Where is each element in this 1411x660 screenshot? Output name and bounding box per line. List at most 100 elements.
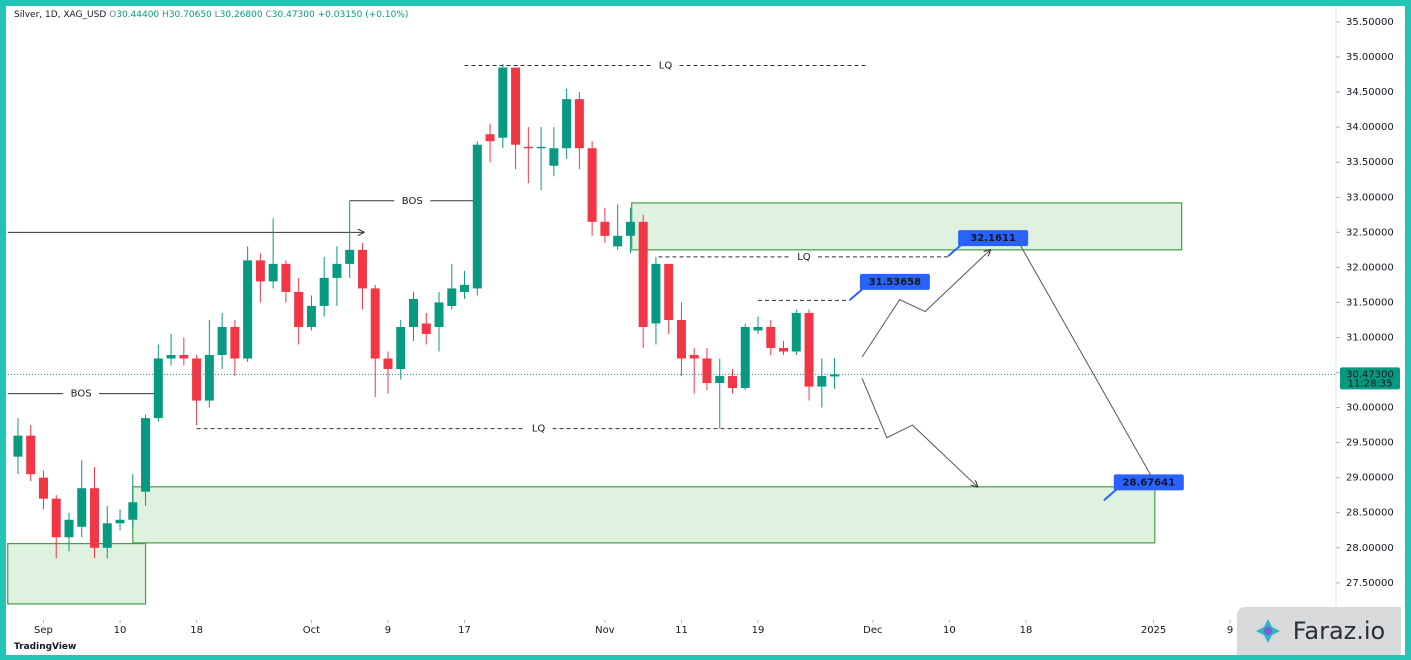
candle-body [460,284,470,292]
price-label-box [859,273,930,290]
zone [7,542,147,605]
x-tick-label: 17 [458,625,471,636]
canvas [6,6,1405,655]
candle-body [472,144,482,289]
candle-body [651,263,661,324]
candle-body [511,67,521,145]
candle-body [421,323,431,334]
candle-body [319,277,329,306]
candle-body [498,67,508,138]
price-label: 28.67641 [1123,477,1176,488]
price-label: 32.1611 [970,233,1016,244]
candle-body [485,134,495,142]
candle-body [64,519,74,538]
candle-body [396,326,406,370]
projection-path [1015,236,1158,487]
candle-body [383,358,393,370]
x-tick-label: 9 [1227,625,1233,636]
candle-body [804,312,814,387]
candle-body [613,235,623,247]
candle-body [306,305,316,327]
zone [631,202,1183,251]
watermark-text: Faraz.io [1292,617,1386,645]
candle-body [791,312,801,352]
ohlc-value: 30.47300 [271,10,315,20]
price-label-pointer [947,243,963,257]
candle-body [166,355,176,359]
candle-body [141,418,151,492]
y-tick-label: 33.00000 [1346,192,1394,203]
candle-body [230,326,240,359]
y-tick-label: 31.00000 [1346,332,1394,343]
candle-body [434,302,444,327]
candle-body [51,498,61,538]
y-tick-label: 35.50000 [1346,17,1394,28]
candle-body [13,435,23,457]
ohlc-key: L [214,10,220,20]
candle-body [153,358,163,419]
candle-body [255,260,265,282]
candle-body [115,519,125,524]
ohlc-key: O [109,10,117,20]
candle-body [562,99,572,149]
candle-body [345,249,355,264]
x-tick-label: 9 [385,625,391,636]
candle-body [689,355,699,359]
candle-body [332,263,342,278]
candle-body [268,263,278,282]
brand: TradingView [14,642,77,652]
zone [132,486,1156,544]
candle-body [523,146,533,149]
x-tick-label: Dec [863,625,882,636]
level-label: BOS [71,389,92,400]
current-price-box [1340,367,1400,390]
candle-body [740,326,750,388]
current-price-label: 30.47300 [1346,369,1394,380]
candle-body [574,99,584,149]
y-tick-label: 28.00000 [1346,543,1394,554]
watermark-icon [1255,619,1280,643]
candle-body [357,249,367,289]
y-tick-label: 29.50000 [1346,438,1394,449]
x-tick-label: 11 [675,625,688,636]
y-tick-label: 34.00000 [1346,122,1394,133]
symbol: Silver, 1D, XAG_USD [14,10,107,20]
candle-body [26,435,36,475]
candle-body [204,355,214,401]
candle-body [179,355,189,359]
price-label-box [1113,474,1184,491]
y-tick-label: 27.50000 [1346,578,1394,589]
x-tick-label: Nov [595,625,615,636]
y-tick-label: 32.50000 [1346,227,1394,238]
price-label-pointer [849,287,865,301]
x-tick-label: Oct [303,625,320,636]
candle-body [549,148,559,166]
candle-body [664,263,674,320]
candle-body [779,348,789,352]
price-label-box [958,230,1029,247]
change: +0.03150 (+0.10%) [317,10,409,20]
y-tick-label: 31.50000 [1346,297,1394,308]
watermark: Faraz.io [1237,607,1401,655]
level-label: BOS [402,196,423,207]
candle-body [409,298,419,327]
candle-body [766,326,776,348]
candle-body [217,326,227,356]
candle-body [192,358,202,401]
x-tick-label: 19 [752,625,765,636]
countdown: 11:28:35 [1348,378,1393,389]
legend-header: Silver, 1D, XAG_USD O30.44400 H30.70650 … [14,10,408,20]
candle-body [830,374,840,377]
ohlc-value: 30.44400 [116,10,160,20]
x-tick-label: 2025 [1141,625,1166,636]
x-tick-label: 10 [943,625,956,636]
x-tick-label: Sep [34,625,53,636]
level-label: LQ [659,60,673,71]
candle-body [77,488,87,527]
candle-body [370,288,380,359]
y-tick-label: 35.00000 [1346,52,1394,63]
candle-body [243,260,253,359]
ohlc-key: C [265,10,272,20]
